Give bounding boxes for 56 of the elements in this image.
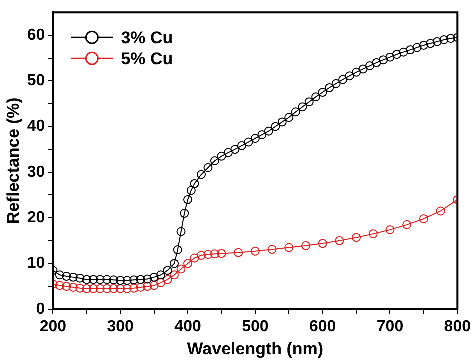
x-tick-label: 500 <box>242 318 269 336</box>
point <box>76 284 85 293</box>
x-tick-label: 700 <box>376 318 404 336</box>
point <box>102 284 112 294</box>
point <box>210 250 220 259</box>
point <box>204 250 213 260</box>
point <box>150 281 159 290</box>
y-tick-label: 10 <box>27 255 46 272</box>
point <box>82 284 92 294</box>
y-tick-label: 40 <box>27 118 46 136</box>
point <box>170 270 180 280</box>
x-tick-label: 200 <box>40 318 67 336</box>
point <box>163 275 172 284</box>
legend-label: 5% Cu <box>121 49 174 68</box>
point <box>352 233 362 242</box>
point <box>250 246 260 256</box>
point <box>176 264 186 274</box>
point <box>335 236 344 246</box>
x-tick-label: 800 <box>444 318 472 336</box>
point <box>217 249 226 258</box>
point <box>96 284 105 294</box>
y-tick-label: 50 <box>27 72 46 90</box>
x-tick-label: 300 <box>107 318 134 336</box>
point <box>284 243 294 252</box>
point <box>436 206 446 216</box>
point <box>234 248 244 258</box>
point <box>68 282 78 292</box>
y-axis-title: Reflectance (%) <box>4 98 23 224</box>
point <box>130 284 139 293</box>
point <box>62 282 72 292</box>
point <box>89 284 98 294</box>
y-tick-label: 30 <box>27 164 46 181</box>
x-tick-label: 400 <box>174 318 202 336</box>
legend-label: 3% Cu <box>121 28 174 48</box>
point <box>419 214 428 224</box>
point <box>136 282 146 292</box>
y-tick-label: 60 <box>27 26 46 44</box>
point <box>156 278 166 288</box>
y-tick-label: 20 <box>27 209 46 226</box>
x-tick-label: 600 <box>309 318 336 336</box>
point <box>109 284 118 294</box>
point <box>301 241 310 250</box>
point <box>55 281 64 290</box>
point <box>368 230 378 239</box>
point <box>184 259 193 268</box>
point <box>318 239 328 248</box>
point <box>196 251 206 260</box>
x-axis-title: Wavelength (nm) <box>187 339 324 358</box>
point <box>402 220 412 230</box>
point <box>116 284 126 294</box>
point <box>268 245 277 254</box>
point <box>190 254 200 263</box>
point <box>386 225 395 234</box>
point <box>122 284 132 294</box>
y-tick-label: 0 <box>36 300 46 318</box>
point <box>143 282 152 292</box>
